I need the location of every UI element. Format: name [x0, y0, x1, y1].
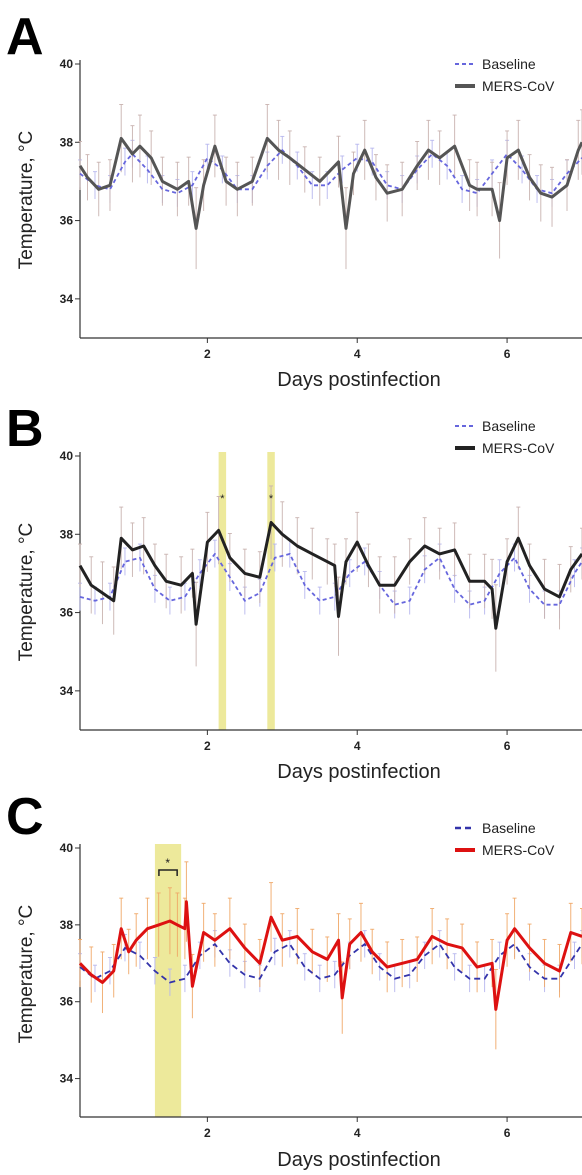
significance-asterisk: * [220, 493, 225, 505]
x-tick-label: 6 [504, 347, 511, 361]
y-tick-label: 34 [60, 292, 74, 306]
legend: Baseline MERS-CoV [455, 820, 555, 858]
y-tick-label: 38 [60, 527, 74, 541]
significance-bracket [158, 869, 178, 876]
panel-b: B 34 36 38 40 2 4 6 * * Baseline MERS-CoV Temper… [0, 392, 582, 784]
y-tick-label: 40 [60, 841, 74, 855]
y-tick-label: 36 [60, 214, 74, 228]
legend: Baseline MERS-CoV [455, 56, 555, 94]
y-axis-label: Temperature, °C [16, 523, 37, 662]
legend: Baseline MERS-CoV [455, 418, 555, 456]
y-axis-label: Temperature, °C [16, 905, 37, 1044]
panel-c: C 34 36 38 40 2 4 6 * Baseline MERS-CoV Tempera… [0, 784, 582, 1171]
panel-letter: C [6, 788, 44, 846]
legend-label-baseline: Baseline [482, 820, 536, 836]
chart-a: A 34 36 38 40 2 4 6 Baseline MERS-CoV Temperat… [6, 8, 582, 391]
series-line-mers-cov [78, 900, 582, 1011]
highlight-band [154, 844, 182, 1117]
legend-label-mers: MERS-CoV [482, 78, 555, 94]
significance-asterisk: * [165, 856, 170, 870]
y-tick-label: 40 [60, 57, 74, 71]
x-tick-label: 4 [354, 347, 361, 361]
plot-area: 34 36 38 40 2 4 6 * * [60, 449, 582, 753]
x-tick-label: 4 [354, 1126, 361, 1140]
series-line-mers-cov [78, 136, 582, 230]
significance-asterisk: * [269, 493, 274, 505]
x-tick-label: 2 [204, 1126, 211, 1140]
y-axis-label: Temperature, °C [16, 131, 37, 270]
plot-area: 34 36 38 40 2 4 6 [60, 57, 582, 361]
x-tick-label: 2 [204, 739, 211, 753]
legend-label-baseline: Baseline [482, 56, 536, 72]
y-tick-label: 36 [60, 606, 74, 620]
series-line-baseline [79, 149, 582, 195]
x-tick-label: 4 [354, 739, 361, 753]
chart-c: C 34 36 38 40 2 4 6 * Baseline MERS-CoV Tempera… [6, 788, 582, 1171]
legend-label-mers: MERS-CoV [482, 440, 555, 456]
y-tick-label: 40 [60, 449, 74, 463]
x-axis-label: Days postinfection [277, 1149, 440, 1170]
panel-a: A 34 36 38 40 2 4 6 Baseline MERS-CoV Temperat… [0, 0, 582, 392]
y-tick-label: 38 [60, 918, 74, 932]
y-tick-label: 36 [60, 995, 74, 1009]
x-tick-label: 6 [504, 1126, 511, 1140]
plot-area: 34 36 38 40 2 4 6 * [60, 841, 582, 1140]
x-tick-label: 2 [204, 347, 211, 361]
legend-label-mers: MERS-CoV [482, 842, 555, 858]
panel-letter: A [6, 8, 44, 66]
chart-b: B 34 36 38 40 2 4 6 * * Baseline MERS-CoV Temper… [6, 400, 582, 783]
legend-label-baseline: Baseline [482, 418, 536, 434]
panel-letter: B [6, 400, 44, 458]
y-tick-label: 34 [60, 1072, 74, 1086]
highlight-band [218, 452, 227, 730]
y-tick-label: 38 [60, 135, 74, 149]
x-axis-label: Days postinfection [277, 369, 440, 391]
highlight-band [267, 452, 275, 730]
x-tick-label: 6 [504, 739, 511, 753]
y-tick-label: 34 [60, 684, 74, 698]
x-axis-label: Days postinfection [277, 761, 440, 783]
series-line-mers-cov [78, 521, 582, 630]
